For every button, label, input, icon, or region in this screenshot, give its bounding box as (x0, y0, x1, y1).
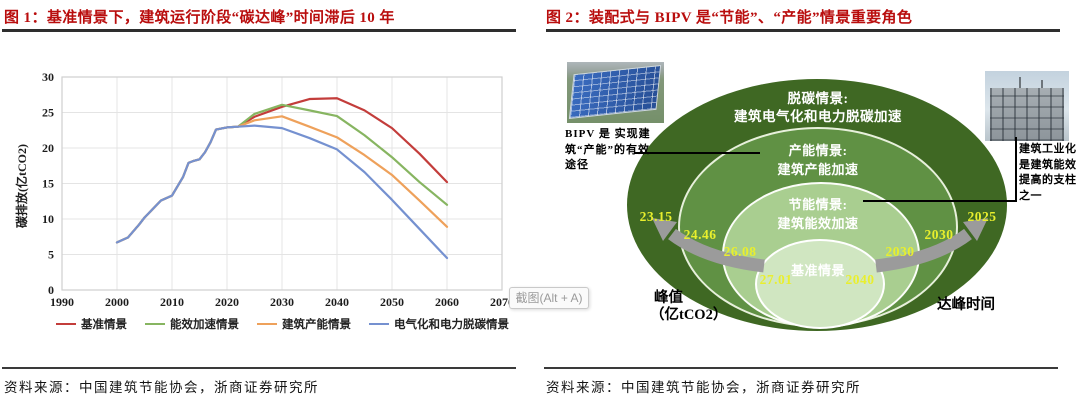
legend-item: 电气化和电力脱碳情景 (369, 316, 509, 332)
bipv-callout: BIPV 是 实现建筑“产能”的有效途径 (565, 128, 651, 171)
scenario-ring-baseline (755, 239, 885, 329)
legend-swatch (145, 322, 165, 326)
y-tick-label: 20 (42, 141, 54, 155)
building-mast-graphic (1019, 77, 1021, 89)
peak-value-decarbonization: 23.15 (639, 209, 673, 224)
legend-label: 能效加速情景 (170, 319, 239, 331)
peak-year-energy-production: 2030 (924, 227, 954, 242)
building-facade-graphic (990, 88, 1064, 141)
series-line-电气化和电力脱碳情景 (115, 124, 449, 260)
x-tick-label: 2060 (435, 295, 459, 309)
legend-item: 能效加速情景 (145, 316, 239, 332)
peak-value-energy-production: 24.46 (683, 227, 717, 242)
peak-value-baseline: 27.01 (759, 272, 793, 287)
x-tick-label: 2000 (105, 295, 129, 309)
y-tick-label: 25 (42, 106, 54, 120)
x-tick-label: 2010 (160, 295, 184, 309)
solar-panel-roof-graphic (569, 66, 661, 118)
figure-2-panel: 图 2：装配式与 BIPV 是“节能”、“产能”情景重要角色 脱碳情景: 建筑电… (540, 0, 1080, 401)
bipv-connector-line (635, 152, 760, 154)
figure-2-title: 图 2：装配式与 BIPV 是“节能”、“产能”情景重要角色 (546, 10, 913, 26)
legend-label: 建筑产能情景 (282, 319, 351, 331)
peak-value-axis-line2: （亿tCO2） (650, 307, 728, 323)
peak-year-energy-saving: 2030 (885, 244, 915, 259)
y-tick-label: 30 (42, 70, 54, 84)
energy-saving-label: 节能情景: (788, 197, 848, 212)
figure-2-title-rule (546, 29, 1060, 32)
industrialization-connector-line-h (863, 200, 1016, 202)
figure-1-source-rule (2, 367, 516, 369)
peak-year-decarbonization: 2025 (967, 209, 997, 224)
x-tick-label: 2020 (215, 295, 239, 309)
energy-saving-sublabel: 建筑能效加速 (777, 216, 859, 231)
x-tick-label: 2050 (380, 295, 404, 309)
industrialization-connector-line-v (1015, 137, 1017, 202)
y-tick-label: 15 (42, 177, 54, 191)
legend-label: 电气化和电力脱碳情景 (394, 319, 509, 331)
x-tick-label: 2040 (325, 295, 349, 309)
energy-production-sublabel: 建筑产能加速 (777, 162, 859, 177)
y-axis-title: 碳排放(亿tCO2) (14, 144, 29, 228)
peak-value-energy-saving: 26.08 (723, 244, 757, 259)
peak-year-baseline: 2040 (845, 272, 875, 287)
plot-border (61, 76, 503, 291)
figure-1-source: 资料来源：中国建筑节能协会，浙商证券研究所 (4, 380, 319, 395)
emissions-line-chart: 0 5 10 15 20 25 30 1990 2000 2010 2020 2030 2040 2050… (14, 70, 514, 309)
legend-swatch (257, 322, 277, 326)
energy-production-label: 产能情景: (788, 143, 848, 158)
industrialization-callout: 建筑工业化是建筑能效提高的支柱之一 (1019, 143, 1077, 202)
x-tick-label: 1990 (50, 295, 74, 309)
peak-value-axis-label: 峰值 （亿tCO2） (650, 290, 727, 324)
x-tick-label: 2030 (270, 295, 294, 309)
y-tick-label: 10 (42, 212, 54, 226)
screenshot-tooltip-button[interactable]: 截图(Alt + A) (509, 287, 589, 309)
legend-swatch (369, 322, 389, 326)
building-mast2-graphic (1041, 80, 1043, 89)
prefab-building-photo (985, 71, 1069, 141)
figure-1-title: 图 1：基准情景下，建筑运行阶段“碳达峰”时间滞后 10 年 (4, 10, 395, 26)
figure-2-source-rule (544, 367, 1058, 369)
x-tick-label: 2070 (490, 295, 514, 309)
figure-1-panel: 图 1：基准情景下，建筑运行阶段“碳达峰”时间滞后 10 年 0 5 10 15 20 2… (0, 0, 532, 401)
figure-1-title-rule (2, 29, 516, 32)
decarbonization-label: 脱碳情景: (787, 91, 849, 106)
peak-value-axis-line1: 峰值 (654, 290, 683, 306)
y-tick-label: 5 (48, 248, 54, 262)
legend-swatch (56, 322, 76, 326)
chart-legend: 基准情景 能效加速情景 建筑产能情景 电气化和电力脱碳情景 (56, 316, 518, 332)
legend-label: 基准情景 (81, 319, 127, 331)
bipv-solar-roof-photo (567, 62, 664, 123)
legend-item: 建筑产能情景 (257, 316, 351, 332)
y-tick-label: 0 (48, 283, 54, 297)
decarbonization-sublabel: 建筑电气化和电力脱碳加速 (734, 109, 902, 124)
peak-time-axis-label: 达峰时间 (937, 297, 995, 313)
baseline-label: 基准情景 (790, 263, 845, 278)
legend-item: 基准情景 (56, 316, 127, 332)
figure-2-source: 资料来源：中国建筑节能协会，浙商证券研究所 (546, 380, 861, 395)
